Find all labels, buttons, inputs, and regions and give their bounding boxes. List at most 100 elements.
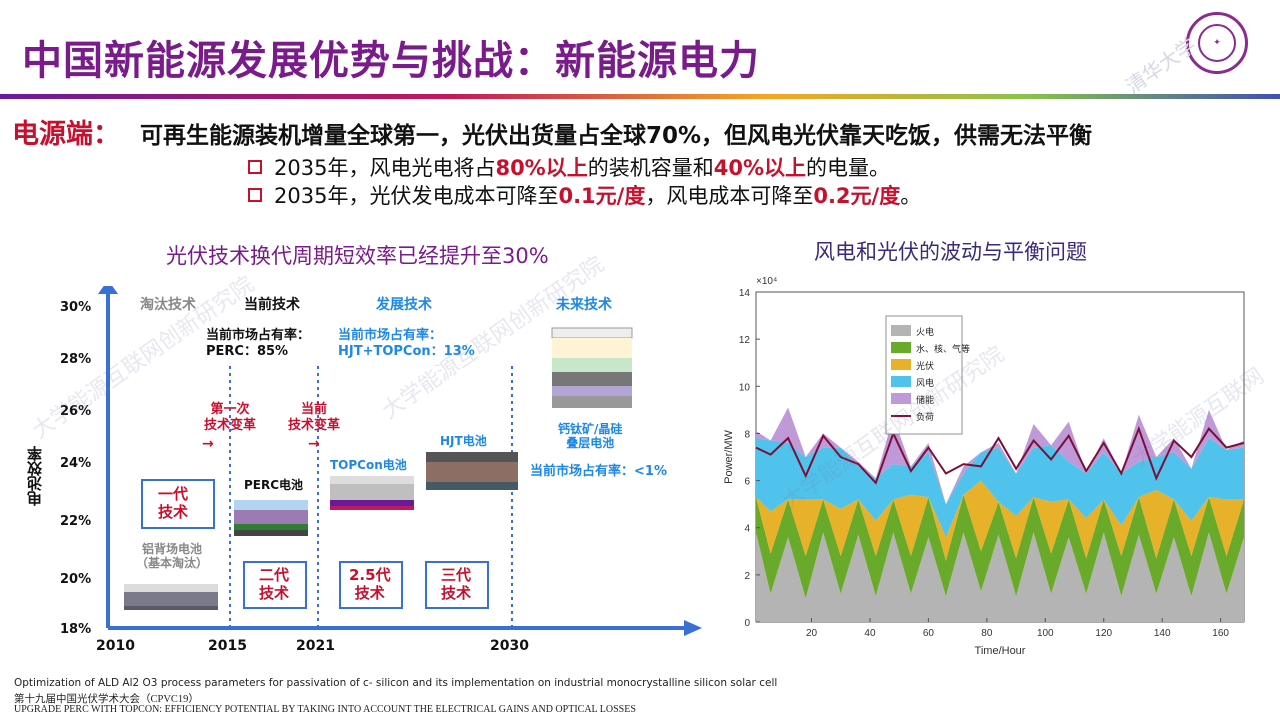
seal-text: ✦ [1213, 38, 1221, 48]
market-share-future: 当前市场占有率：<1% [530, 464, 667, 479]
y-tick-label: 6 [744, 477, 750, 488]
x-tick-label: 80 [981, 628, 993, 639]
bullet-item: 2035年，风电光电将占80%以上的装机容量和40%以上的电量。 [248, 152, 890, 182]
generation-box [425, 561, 489, 609]
arrow-right-icon: → [308, 436, 320, 452]
y-axis-arrow-icon [98, 286, 118, 294]
cell-label: 钙钛矿/晶硅 叠层电池 [558, 422, 623, 450]
chart-svg: 0 2 4 6 8 10 12 14 20 40 60 80 100 120 140 160 ×10⁴ Time/… [723, 276, 1245, 657]
x-axis-arrow-icon [684, 620, 702, 636]
legend-swatch [891, 325, 911, 336]
legend-label: 水、核、气等 [916, 343, 970, 355]
y-tick-label: 28% [60, 352, 92, 367]
y-tick-label: 22% [60, 514, 92, 529]
legend-label: 负荷 [916, 411, 934, 423]
checkbox-square-icon [248, 160, 262, 174]
x-tick-label: 2010 [96, 638, 135, 654]
transition-label: 第一次 技术变革 [204, 402, 257, 433]
footer-reference: 第十九届中国光伏学术大会（CPVC19） [14, 694, 199, 705]
bullet-highlight: 40%以上 [713, 156, 806, 180]
x-tick-label: 120 [1095, 628, 1112, 639]
y-tick-label: 26% [60, 404, 92, 419]
university-seal-icon [1186, 12, 1248, 74]
x-tick-label: 2030 [490, 638, 529, 654]
transition-label: 当前 技术变革 [288, 402, 341, 433]
generation-box [339, 561, 403, 609]
y-tick-label: 14 [739, 288, 751, 299]
al-bsf-cell-illustration [124, 584, 218, 610]
bullet-item: 2035年，光伏发电成本可降至0.1元/度，风电成本可降至0.2元/度。 [248, 180, 921, 210]
pv-diagram-svg [98, 286, 702, 636]
perovskite-cell-illustration [551, 327, 633, 408]
generation-box [243, 561, 307, 609]
power-balance-chart: 0 2 4 6 8 10 12 14 20 40 60 80 100 120 140 160 ×10⁴ Time/… [712, 268, 1280, 668]
area-series-风电 [756, 438, 1244, 538]
x-tick-label: 160 [1212, 628, 1229, 639]
legend-swatch [891, 359, 911, 370]
bullet-highlight: 80%以上 [495, 156, 588, 180]
checkbox-square-icon [248, 188, 262, 202]
generation-label: 二代 技术 [259, 566, 290, 602]
bullet-text: 的电量。 [805, 156, 890, 180]
y-axis-label: 电池效率 [26, 446, 44, 506]
seal-inner-ring [1198, 24, 1236, 62]
area-series-光伏 [756, 480, 1244, 561]
x-tick-label: 100 [1037, 628, 1054, 639]
x-tick-label: 140 [1154, 628, 1171, 639]
bullet-text: ，风电成本可降至 [645, 184, 814, 208]
footer-reference: UPGRADE PERC WITH TOPCON: EFFICIENCY POT… [14, 704, 636, 715]
legend-label: 光伏 [916, 360, 934, 372]
lead-text: 可再生能源装机增量全球第一，光伏出货量占全球70%，但风电光伏靠天吃饭，供需无法… [140, 123, 1093, 149]
title-divider [0, 94, 1280, 99]
area-series-水、核、气等 [756, 494, 1244, 599]
footer-reference: Optimization of ALD Al2 O3 process param… [14, 677, 778, 689]
bullet-text: 2035年，风电光电将占 [274, 156, 496, 180]
y-axis-label: Power/MW [723, 429, 735, 483]
y-tick-label: 12 [739, 335, 751, 346]
market-share-current: 当前市场占有率： PERC：85% [206, 328, 311, 359]
y-tick-label: 30% [60, 300, 92, 315]
line-series-load [755, 425, 1245, 485]
cell-label: HJT电池 [440, 434, 487, 448]
bullet-highlight: 0.1元/度 [558, 184, 646, 208]
hjt-cell-illustration [426, 452, 518, 490]
x-tick-label: 60 [923, 628, 935, 639]
column-header: 淘汰技术 [140, 297, 196, 313]
bullet-text: 。 [900, 184, 922, 208]
column-header: 当前技术 [244, 297, 300, 313]
legend-swatch [891, 393, 911, 404]
legend-label: 风电 [916, 377, 934, 389]
page-title: 中国新能源发展优势与挑战：新能源电力 [22, 38, 760, 84]
bullet-text: 的装机容量和 [587, 156, 714, 180]
topcon-cell-illustration [330, 476, 414, 510]
cell-label: TOPCon电池 [330, 458, 407, 472]
cell-label: 铝背场电池 （基本淘汰） [136, 542, 209, 570]
column-header: 未来技术 [556, 297, 612, 313]
bullet-highlight: 0.2元/度 [813, 184, 901, 208]
x-tick-label: 40 [864, 628, 876, 639]
cell-label: PERC电池 [244, 478, 304, 492]
generation-label: 三代 技术 [441, 566, 472, 602]
y-tick-label: 20% [60, 572, 92, 587]
arrow-right-icon: → [202, 436, 214, 452]
legend-label: 火电 [916, 326, 934, 338]
y-exponent-label: ×10⁴ [756, 276, 777, 287]
y-tick-label: 18% [60, 622, 92, 637]
generation-label: 一代 技术 [158, 485, 189, 521]
lead-label: 电源端： [12, 119, 120, 150]
y-tick-label: 0 [744, 618, 750, 629]
legend-label: 储能 [916, 394, 934, 406]
perc-cell-illustration [234, 500, 308, 536]
left-chart-title: 光伏技术换代周期短效率已经提升至30% [166, 244, 549, 268]
market-share-dev: 当前市场占有率： HJT+TOPCon：13% [338, 328, 475, 359]
pv-technology-diagram: 电池效率 30% 28% 26% 24% 22% 20% 18% 2010 20… [12, 286, 712, 666]
y-tick-label: 24% [60, 456, 92, 471]
x-tick-label: 2015 [208, 638, 247, 654]
bullet-text: 2035年，光伏发电成本可降至 [274, 184, 559, 208]
y-tick-label: 10 [739, 382, 751, 393]
watermark-text: 清华大学 [1121, 32, 1201, 99]
area-series-储能 [756, 407, 1244, 505]
x-tick-label: 20 [806, 628, 818, 639]
legend-swatch [891, 376, 911, 387]
column-header: 发展技术 [376, 297, 432, 313]
